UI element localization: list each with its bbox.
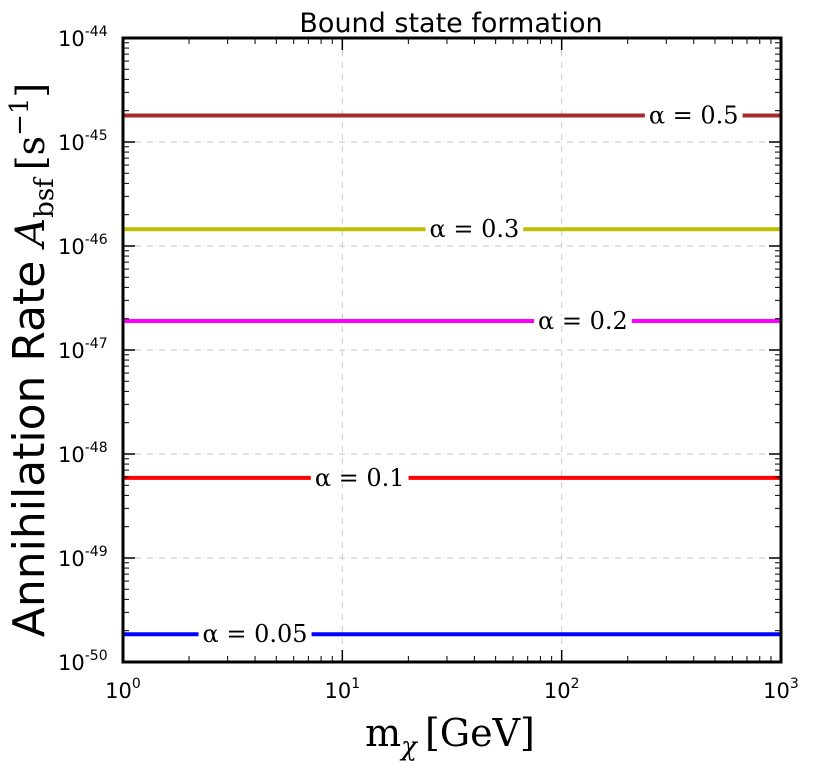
y-tick-exp: -50 (85, 648, 108, 664)
x-axis-label: mχ [GeV] (365, 711, 535, 762)
y-tick-exp: -48 (85, 440, 108, 456)
series-label-background (425, 224, 524, 235)
y-tick-base: 10 (58, 443, 85, 467)
x-tick-label: 100 (105, 676, 141, 703)
y-axis-label-unit-exp: −1 (5, 98, 35, 136)
x-tick-base: 10 (105, 679, 132, 703)
y-axis-label-symbol: A (8, 218, 54, 251)
y-tick-label: 10-44 (58, 24, 108, 51)
y-tick-exp: -46 (85, 232, 108, 248)
series-label-background (198, 629, 312, 640)
x-tick-exp: 2 (571, 676, 580, 692)
x-tick-exp: 1 (351, 676, 360, 692)
series-label: α = 0.5 (649, 101, 739, 129)
y-tick-label: 10-48 (58, 440, 108, 467)
series-label-background (534, 316, 632, 327)
series-lines (123, 113, 781, 637)
x-tick-label: 102 (544, 676, 580, 703)
y-tick-label: 10-45 (58, 128, 108, 155)
y-tick-base: 10 (58, 235, 85, 259)
chart-title: Bound state formation (299, 8, 602, 39)
y-tick-label: 10-46 (58, 232, 108, 259)
x-tick-label: 103 (763, 676, 799, 703)
x-axis-label-prefix: m (365, 711, 401, 755)
y-axis-label-sub: bsf (30, 176, 60, 218)
y-axis-label-group: Annihilation Rate Absf [s−1] (4, 83, 60, 638)
x-tick-base: 10 (763, 679, 790, 703)
series-label: α = 0.1 (315, 464, 405, 492)
y-tick-exp: -44 (85, 24, 108, 40)
y-tick-label: 10-49 (58, 544, 108, 571)
y-tick-exp: -45 (85, 128, 108, 144)
y-tick-base: 10 (58, 131, 85, 155)
y-tick-base: 10 (58, 339, 85, 363)
y-tick-base: 10 (58, 27, 85, 51)
x-tick-labels: 100 101 102 103 (105, 676, 799, 703)
y-tick-label: 10-50 (58, 648, 108, 675)
y-axis-label: Annihilation Rate Absf [s−1] (4, 83, 60, 638)
series-label: α = 0.05 (203, 620, 308, 648)
series-label-background (310, 472, 409, 483)
y-axis-label-unit-close: ] (9, 83, 53, 98)
series-label-background (644, 110, 743, 121)
y-tick-exp: -47 (85, 336, 108, 352)
y-tick-base: 10 (58, 547, 85, 571)
series-label: α = 0.2 (538, 307, 628, 335)
y-axis-label-text: Annihilation Rate (4, 261, 55, 638)
y-axis-label-unit-open: [s (9, 136, 53, 170)
x-tick-exp: 0 (132, 676, 141, 692)
axis-ticks (122, 37, 782, 663)
x-tick-base: 10 (544, 679, 571, 703)
x-axis-label-sub: χ (399, 732, 419, 762)
series-label: α = 0.3 (430, 215, 520, 243)
x-tick-label: 101 (325, 676, 361, 703)
y-tick-base: 10 (58, 651, 85, 675)
series-labels: α = 0.5 α = 0.3 α = 0.2 α = 0.1 α = 0.05 (198, 101, 743, 648)
x-axis-label-unit: [GeV] (425, 711, 535, 755)
grid (123, 38, 781, 662)
y-tick-label: 10-47 (58, 336, 108, 363)
y-tick-exp: -49 (85, 544, 108, 560)
x-tick-base: 10 (325, 679, 352, 703)
x-tick-exp: 3 (790, 676, 799, 692)
